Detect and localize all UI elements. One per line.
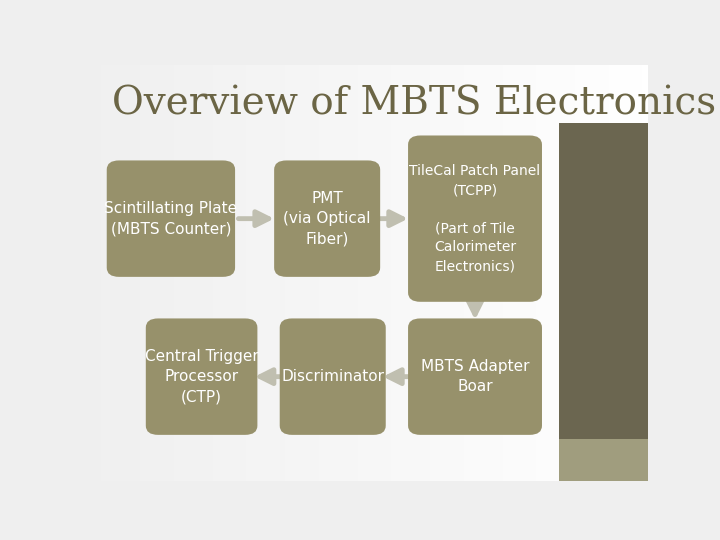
FancyBboxPatch shape xyxy=(279,319,386,435)
Text: PMT
(via Optical
Fiber): PMT (via Optical Fiber) xyxy=(284,191,371,247)
FancyBboxPatch shape xyxy=(145,319,258,435)
FancyBboxPatch shape xyxy=(408,136,542,302)
FancyBboxPatch shape xyxy=(107,160,235,277)
FancyBboxPatch shape xyxy=(274,160,380,277)
Text: TileCal Patch Panel
(TCPP)

(Part of Tile
Calorimeter
Electronics): TileCal Patch Panel (TCPP) (Part of Tile… xyxy=(410,164,541,273)
Bar xyxy=(559,123,648,439)
Text: MBTS Adapter
Boar: MBTS Adapter Boar xyxy=(420,359,529,394)
Text: Scintillating Plate
(MBTS Counter): Scintillating Plate (MBTS Counter) xyxy=(104,201,238,237)
Bar xyxy=(559,439,648,481)
Text: Central Trigger
Processor
(CTP): Central Trigger Processor (CTP) xyxy=(145,349,258,404)
Text: Overview of MBTS Electronics: Overview of MBTS Electronics xyxy=(112,85,716,123)
FancyBboxPatch shape xyxy=(408,319,542,435)
Text: Discriminator: Discriminator xyxy=(282,369,384,384)
